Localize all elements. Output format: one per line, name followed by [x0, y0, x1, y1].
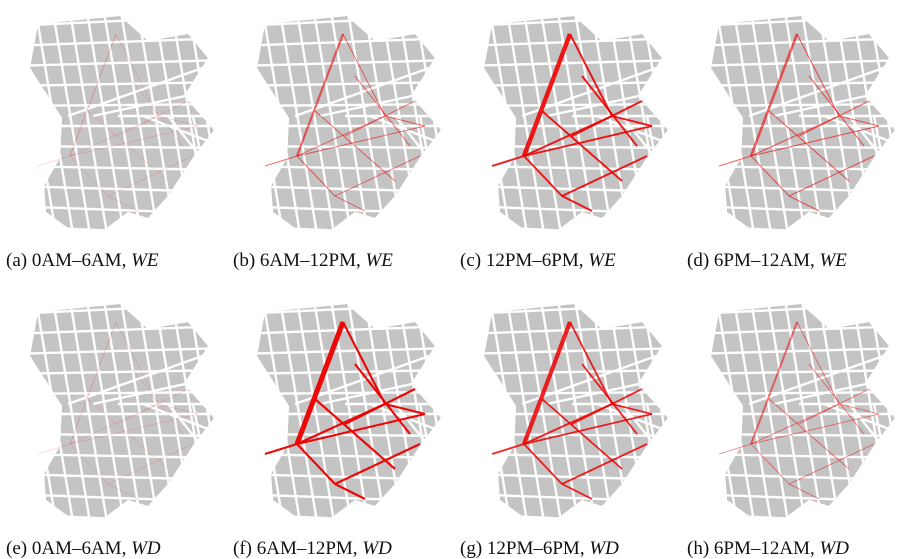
caption-group: WE [588, 250, 615, 271]
blocks [689, 6, 908, 237]
street [462, 104, 681, 106]
map-panel [454, 2, 681, 237]
caption-group: WD [131, 538, 161, 559]
street [8, 514, 227, 524]
map-panel [227, 2, 454, 237]
caption-time: 6PM–12AM, [714, 538, 815, 559]
street [689, 392, 908, 394]
caption-time: 0AM–6AM, [32, 250, 126, 271]
caption-time: 6AM–12PM, [257, 538, 358, 559]
street [235, 226, 454, 236]
map-panel [0, 290, 227, 525]
map-panel [227, 290, 454, 525]
caption-group: WE [365, 250, 392, 271]
street [689, 514, 908, 524]
caption-group: WD [362, 538, 392, 559]
map [462, 294, 681, 525]
street [235, 392, 454, 394]
map-panel [0, 2, 227, 237]
map-panel [454, 290, 681, 525]
map [689, 294, 908, 525]
caption-label: (e) [6, 538, 27, 559]
caption-group: WE [131, 250, 158, 271]
caption-label: (f) [233, 538, 252, 559]
street [462, 514, 681, 524]
street [462, 226, 681, 236]
caption-group: WE [819, 250, 846, 271]
caption: (g) 12PM–6PM, WD [460, 538, 619, 559]
caption-label: (a) [6, 250, 27, 271]
blocks [689, 294, 908, 525]
street [462, 392, 681, 394]
map [8, 6, 227, 237]
street [235, 104, 454, 106]
street [432, 6, 454, 237]
blocks [8, 294, 227, 525]
caption: (c) 12PM–6PM, WE [460, 250, 616, 272]
caption-label: (g) [460, 538, 482, 559]
caption-time: 6AM–12PM, [260, 250, 361, 271]
map-panel [681, 290, 908, 525]
street [235, 514, 454, 524]
caption: (f) 6AM–12PM, WD [233, 538, 392, 559]
map [8, 294, 227, 525]
map-panel [681, 2, 908, 237]
map [689, 6, 908, 237]
blocks [462, 6, 681, 237]
caption-label: (c) [460, 250, 481, 271]
figure: (a) 0AM–6AM, WE(b) 6AM–12PM, WE(c) 12PM–… [0, 0, 910, 559]
street [886, 294, 908, 525]
street [205, 294, 227, 525]
street [659, 294, 681, 525]
street [659, 6, 681, 237]
street [886, 6, 908, 237]
caption-label: (b) [233, 250, 255, 271]
caption-label: (h) [687, 538, 709, 559]
caption-time: 12PM–6PM, [486, 250, 584, 271]
street [8, 226, 227, 236]
caption: (d) 6PM–12AM, WE [687, 250, 847, 272]
blocks [235, 6, 454, 237]
blocks [8, 6, 227, 237]
map [235, 294, 454, 525]
map [462, 6, 681, 237]
caption-time: 6PM–12AM, [714, 250, 815, 271]
map [235, 6, 454, 237]
street [8, 104, 227, 106]
blocks [235, 294, 454, 525]
caption: (b) 6AM–12PM, WE [233, 250, 393, 272]
caption-time: 12PM–6PM, [487, 538, 585, 559]
caption-time: 0AM–6AM, [32, 538, 126, 559]
blocks [462, 294, 681, 525]
street [8, 392, 227, 394]
street [689, 226, 908, 236]
street [205, 6, 227, 237]
caption-group: WD [819, 538, 849, 559]
caption: (h) 6PM–12AM, WD [687, 538, 849, 559]
street [689, 104, 908, 106]
caption: (a) 0AM–6AM, WE [6, 250, 159, 272]
caption-label: (d) [687, 250, 709, 271]
street [432, 294, 454, 525]
caption-group: WD [589, 538, 619, 559]
caption: (e) 0AM–6AM, WD [6, 538, 161, 559]
